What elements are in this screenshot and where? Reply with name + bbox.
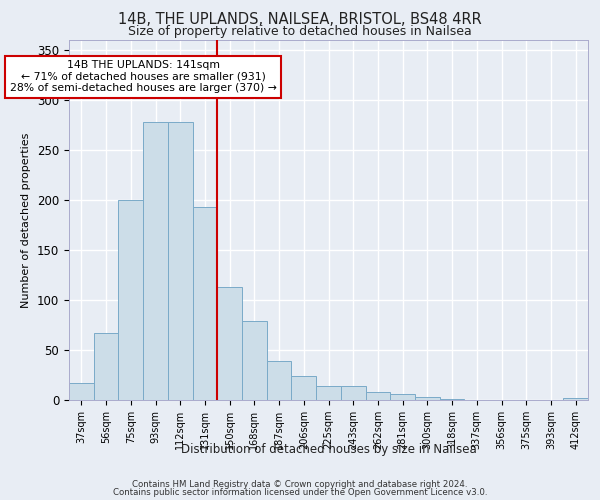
Bar xyxy=(415,397,440,400)
Bar xyxy=(118,200,143,400)
Bar xyxy=(365,392,390,400)
Text: Size of property relative to detached houses in Nailsea: Size of property relative to detached ho… xyxy=(128,25,472,38)
Bar xyxy=(193,207,217,400)
Text: Contains public sector information licensed under the Open Government Licence v3: Contains public sector information licen… xyxy=(113,488,487,497)
Bar xyxy=(440,399,464,400)
Bar xyxy=(563,398,588,400)
Bar xyxy=(69,383,94,400)
Text: Contains HM Land Registry data © Crown copyright and database right 2024.: Contains HM Land Registry data © Crown c… xyxy=(132,480,468,489)
Y-axis label: Number of detached properties: Number of detached properties xyxy=(22,132,31,308)
Bar xyxy=(217,287,242,400)
Text: 14B THE UPLANDS: 141sqm
← 71% of detached houses are smaller (931)
28% of semi-d: 14B THE UPLANDS: 141sqm ← 71% of detache… xyxy=(10,60,277,93)
Bar xyxy=(267,361,292,400)
Bar xyxy=(316,386,341,400)
Bar xyxy=(390,394,415,400)
Bar xyxy=(143,122,168,400)
Bar xyxy=(168,122,193,400)
Bar xyxy=(341,386,365,400)
Bar xyxy=(242,321,267,400)
Bar xyxy=(94,333,118,400)
Bar xyxy=(292,376,316,400)
Text: Distribution of detached houses by size in Nailsea: Distribution of detached houses by size … xyxy=(181,442,476,456)
Text: 14B, THE UPLANDS, NAILSEA, BRISTOL, BS48 4RR: 14B, THE UPLANDS, NAILSEA, BRISTOL, BS48… xyxy=(118,12,482,28)
